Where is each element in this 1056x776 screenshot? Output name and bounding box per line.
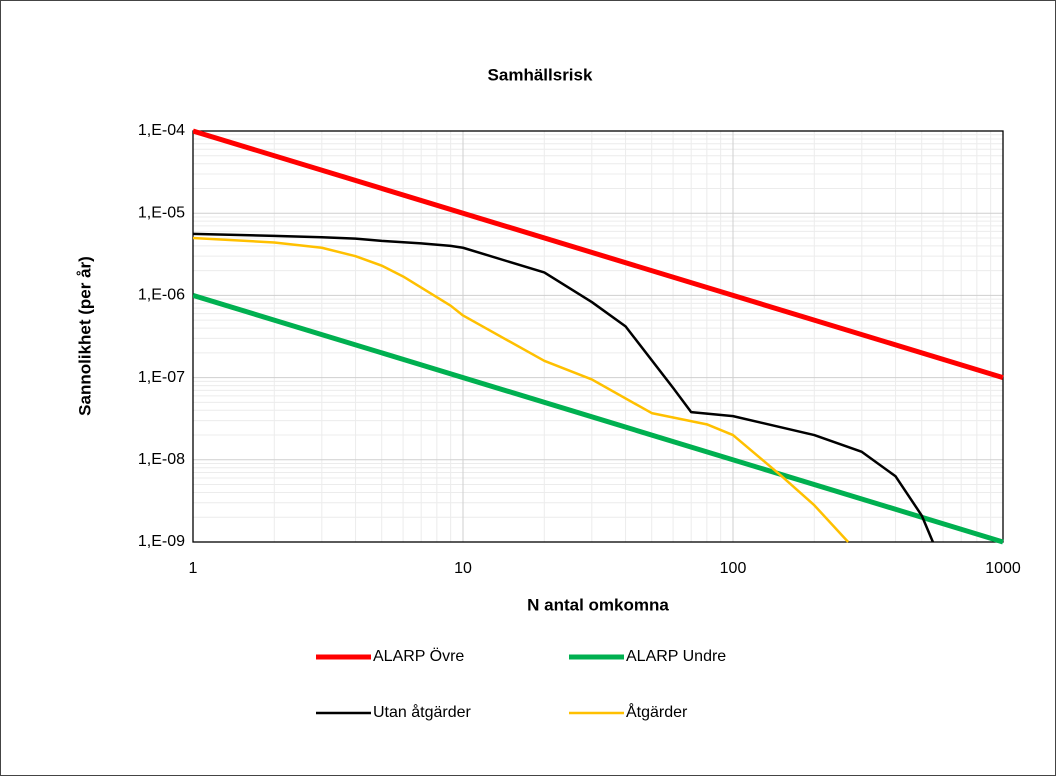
x-axis-label: N antal omkomna: [527, 595, 669, 614]
x-tick-label: 100: [720, 560, 747, 577]
x-tick-label: 10: [454, 560, 472, 577]
x-tick-label: 1000: [985, 560, 1021, 577]
series-line: [193, 293, 1004, 545]
legend-label: ALARP Övre: [373, 647, 464, 665]
legend-label: Utan åtgärder: [373, 703, 472, 721]
y-tick-label: 1,E-08: [138, 451, 185, 468]
legend-label: Åtgärder: [626, 702, 688, 721]
legend-label: ALARP Undre: [626, 648, 726, 665]
x-tick-label: 1: [189, 560, 198, 577]
series-line: [193, 232, 935, 543]
y-tick-label: 1,E-04: [138, 122, 185, 139]
y-tick-label: 1,E-05: [138, 204, 185, 221]
series-line: [193, 128, 1004, 380]
series-line: [193, 236, 850, 543]
chart-title: Samhällsrisk: [488, 65, 593, 84]
plot-border: [192, 130, 1004, 543]
y-tick-label: 1,E-09: [138, 533, 185, 550]
y-tick-label: 1,E-06: [138, 287, 185, 304]
y-axis-label: Sannolikhet (per år): [75, 256, 94, 416]
y-tick-label: 1,E-07: [138, 369, 185, 386]
